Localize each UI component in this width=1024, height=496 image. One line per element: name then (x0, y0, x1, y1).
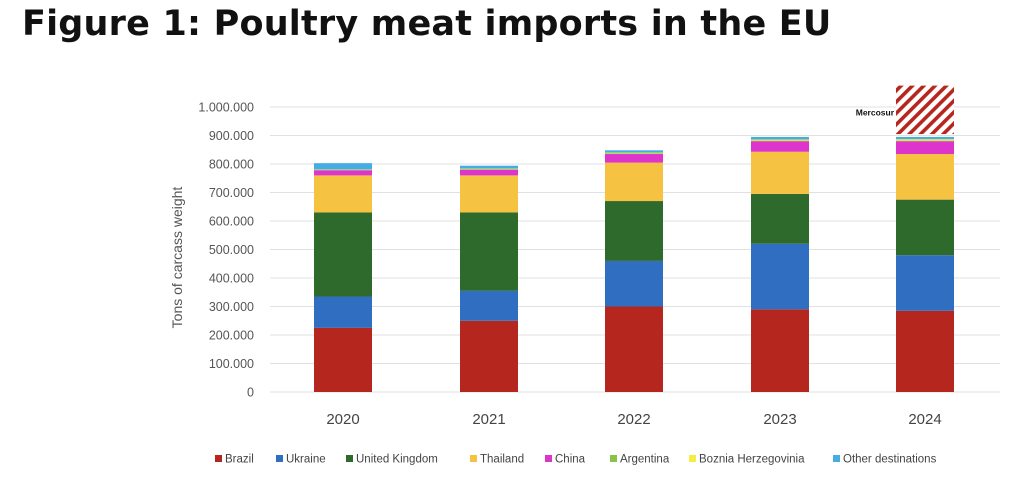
bar-segment-brazil (751, 309, 809, 392)
legend-swatch (545, 455, 552, 462)
legend-label: China (555, 454, 586, 466)
bar-segment-china (605, 154, 663, 163)
legend-label: Ukraine (286, 454, 326, 466)
bar-segment-argentina (896, 140, 954, 142)
legend-swatch (276, 455, 283, 462)
legend-swatch (346, 455, 353, 462)
y-tick-label: 300.000 (209, 300, 254, 314)
y-tick-label: 900.000 (209, 129, 254, 143)
bar-segment-thailand (751, 151, 809, 194)
page-title: Figure 1: Poultry meat imports in the EU (22, 4, 832, 44)
legend-label: Boznia Herzegovinia (699, 454, 805, 466)
bar-segment-brazil (605, 306, 663, 392)
y-tick-label: 700.000 (209, 186, 254, 200)
bar-segment-boznia-herzegovinia (605, 152, 663, 154)
y-tick-label: 200.000 (209, 329, 254, 343)
bar-segment-united-kingdom (460, 212, 518, 291)
bar-segment-boznia-herzegovinia (751, 139, 809, 141)
bar-segment-brazil (460, 320, 518, 392)
bar-segment-other-destinations (751, 136, 809, 140)
y-tick-label: 1.000.000 (198, 101, 254, 115)
bar-segment-ukraine (896, 255, 954, 311)
bar-segment-other-destinations (314, 163, 372, 170)
bar-segment-argentina (605, 153, 663, 155)
bar-segment-argentina (460, 169, 518, 170)
bar-segment-boznia-herzegovinia (460, 168, 518, 170)
legend-label: Brazil (225, 454, 254, 466)
bar-segment-thailand (605, 162, 663, 202)
y-tick-label: 600.000 (209, 215, 254, 229)
legend-swatch (215, 455, 222, 462)
x-tick-label: 2020 (326, 411, 359, 428)
legend-swatch (689, 455, 696, 462)
legend-swatch (470, 455, 477, 462)
x-tick-label: 2021 (472, 411, 505, 428)
bar-segment-united-kingdom (751, 193, 809, 244)
y-tick-label: 800.000 (209, 158, 254, 172)
legend-label: United Kingdom (356, 454, 438, 466)
legend-label: Other destinations (843, 454, 937, 466)
bar-segment-argentina (751, 140, 809, 142)
bar-segment-argentina (314, 169, 372, 171)
bar-segment-ukraine (314, 296, 372, 328)
bar-segment-other-destinations (460, 165, 518, 169)
bar-segment-boznia-herzegovinia (896, 139, 954, 141)
legend-swatch (610, 455, 617, 462)
bar-segment-other-destinations (605, 150, 663, 153)
bar-segment-ukraine (460, 290, 518, 321)
bar-segment-china (896, 141, 954, 155)
bar-segment-thailand (314, 175, 372, 213)
y-axis-label: Tons of carcass weight (169, 187, 185, 329)
mercosur-annotation: Mercosur (856, 108, 895, 118)
y-tick-label: 0 (247, 386, 254, 400)
legend-label: Thailand (480, 454, 524, 466)
bar-segment-ukraine (605, 260, 663, 307)
bar-segment-united-kingdom (896, 199, 954, 256)
bar-segment-ukraine (751, 243, 809, 310)
bar-segment-china (751, 141, 809, 152)
mercosur-hatched-bar (896, 85, 954, 135)
bar-segment-china (460, 169, 518, 176)
bar-segment-brazil (314, 327, 372, 392)
bar-segment-thailand (460, 175, 518, 213)
bar-segment-china (314, 170, 372, 176)
bar-segment-united-kingdom (314, 212, 372, 297)
x-tick-label: 2023 (763, 411, 796, 428)
bar-segment-thailand (896, 154, 954, 200)
x-tick-label: 2024 (908, 411, 941, 428)
y-tick-label: 500.000 (209, 243, 254, 257)
x-tick-label: 2022 (617, 411, 650, 428)
bar-segment-other-destinations (896, 136, 954, 140)
y-tick-label: 400.000 (209, 272, 254, 286)
legend-label: Argentina (620, 454, 670, 466)
y-tick-label: 100.000 (209, 357, 254, 371)
legend-swatch (833, 455, 840, 462)
bar-segment-brazil (896, 310, 954, 392)
bar-segment-united-kingdom (605, 201, 663, 261)
